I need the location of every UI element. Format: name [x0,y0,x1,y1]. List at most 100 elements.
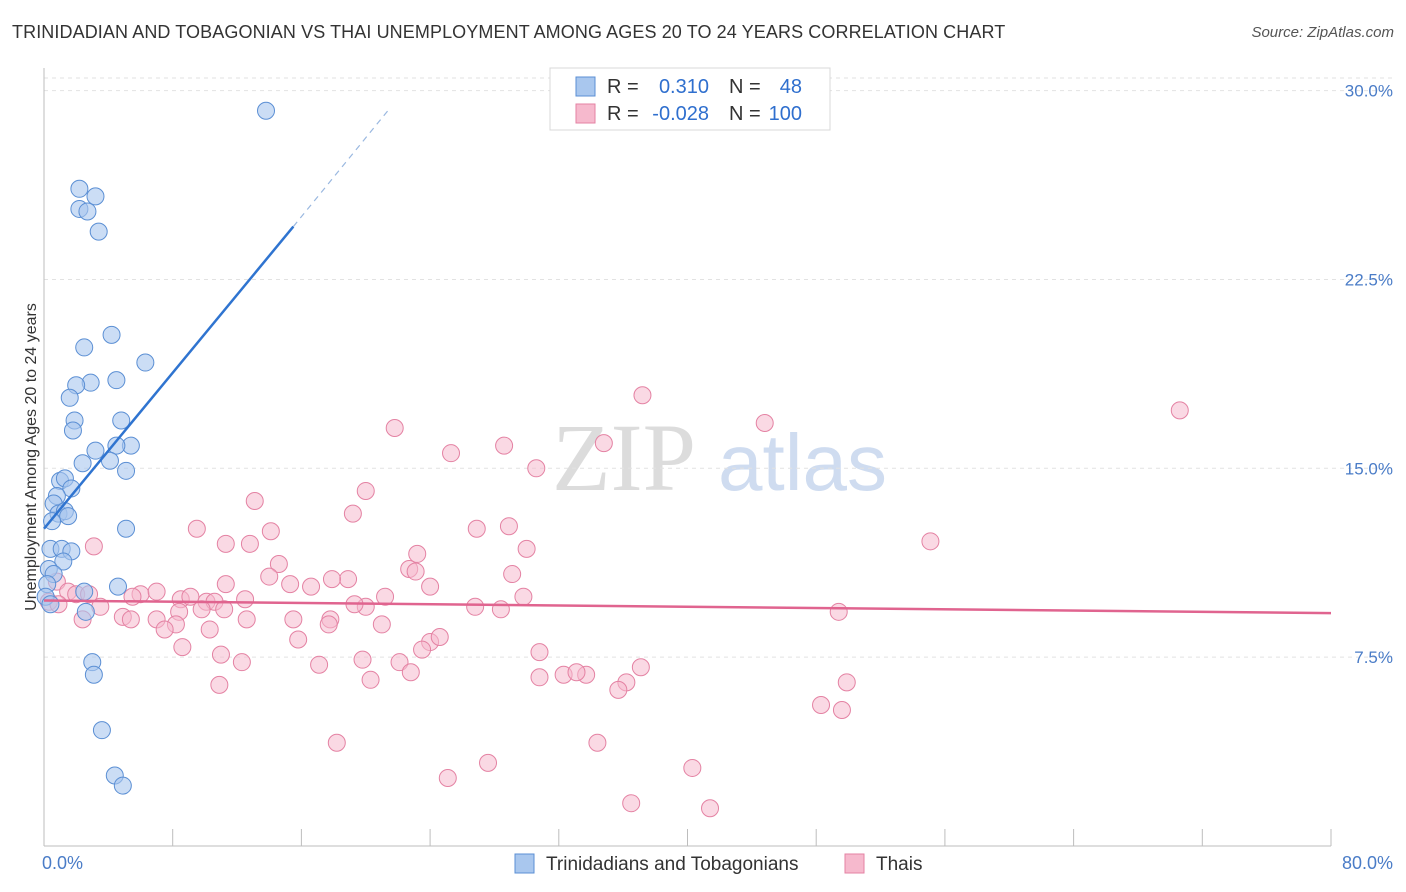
y-tick-label: 30.0% [1345,82,1393,101]
trinidadians-point [107,371,126,390]
trinidadians-point [86,187,105,206]
legend-n-label-1: N = [729,76,761,98]
thais-point [155,620,174,639]
source-label: Source: ZipAtlas.com [1251,24,1394,41]
watermark-zip: ZIP [552,404,696,511]
thais-point [683,758,702,777]
trinidadians-trend-extension [292,107,391,227]
thais-point [829,602,848,621]
thais-point [322,570,341,589]
thais-point [530,643,549,662]
trinidadians-point [59,507,78,526]
thais-point [210,675,229,694]
legend-r-label-1: R = [607,76,639,98]
legend-r-value-1: 0.310 [659,76,709,98]
thais-point [408,544,427,563]
thais-point [479,753,498,772]
thais-point [260,567,279,586]
trinidadians-point [136,353,155,372]
thais-point [147,582,166,601]
trinidadians-point [73,454,92,473]
trinidadians-point [54,552,73,571]
thais-point [343,504,362,523]
trinidadians-point [86,441,105,460]
trinidadians-point [75,582,94,601]
thais-point [503,565,522,584]
thais-point [527,459,546,478]
thais-point [567,663,586,682]
thais-point [289,630,308,649]
trinidadians-point [117,461,136,480]
thais-point [232,653,251,672]
thais-point [406,562,425,581]
thais-point [200,620,219,639]
thais-point [236,590,255,609]
trinidadians-point [60,388,79,407]
legend-n-value-2: 100 [769,103,802,125]
thais-point [530,668,549,687]
watermark-atlas: atlas [718,418,887,507]
thais-point [385,419,404,438]
series-legend: Trinidadians and Tobagonians Thais [514,853,922,875]
trinidadians-point [117,519,136,538]
thais-point [269,554,288,573]
thais-point [173,638,192,657]
y-tick-label: 22.5% [1345,270,1393,289]
trinidadians-point [41,595,60,614]
x-tick-max: 80.0% [1342,853,1393,873]
thais-point [356,481,375,500]
thais-trend-line [43,599,1332,615]
thais-point [361,670,380,689]
trinidadians-point [78,202,97,221]
thais-point [491,600,510,619]
thais-point [499,517,518,536]
thais-point [588,733,607,752]
thais-point [467,519,486,538]
thais-point [245,492,264,511]
series-legend-swatch-blue [514,853,535,874]
thais-point [466,597,485,616]
y-axis-title: Unemployment Among Ages 20 to 24 years [23,303,40,611]
legend-n-label-2: N = [729,103,761,125]
trend-lines [43,107,1332,615]
series-legend-label-blue: Trinidadians and Tobagonians [546,854,798,875]
thais-point [192,600,211,619]
trinidadians-point [92,721,111,740]
thais-point [187,519,206,538]
thais-point [121,610,140,629]
legend-n-value-1: 48 [780,76,802,98]
thais-point [812,695,831,714]
grid-lines [44,77,1393,658]
legend-swatch-blue [575,76,596,97]
axes [43,68,1332,847]
thais-point [633,386,652,405]
legend-r-value-2: -0.028 [652,103,709,125]
thais-point [261,522,280,541]
y-tick-label: 15.0% [1345,459,1393,478]
thais-point [1170,401,1189,420]
thais-point [319,615,338,634]
thais-point [631,658,650,677]
thais-point [376,587,395,606]
trinidadians-point [112,411,131,430]
thais-point [438,769,457,788]
thais-point [837,673,856,692]
thais-point [594,434,613,453]
trinidadians-trend-line [43,225,295,530]
thais-point [237,610,256,629]
thais-point [495,436,514,455]
thais-point [211,645,230,664]
thais-point [240,534,259,553]
trinidadians-point [109,577,128,596]
thais-point [514,587,533,606]
thais-point [755,413,774,432]
legend-box [549,67,831,131]
legend-swatch-pink [575,103,596,124]
trinidadians-point [84,665,103,684]
thais-point [421,577,440,596]
thais-point [832,701,851,720]
thais-point [215,600,234,619]
series-legend-swatch-pink [844,853,865,874]
chart-title: TRINIDADIAN AND TOBAGONIAN VS THAI UNEMP… [12,22,1006,42]
